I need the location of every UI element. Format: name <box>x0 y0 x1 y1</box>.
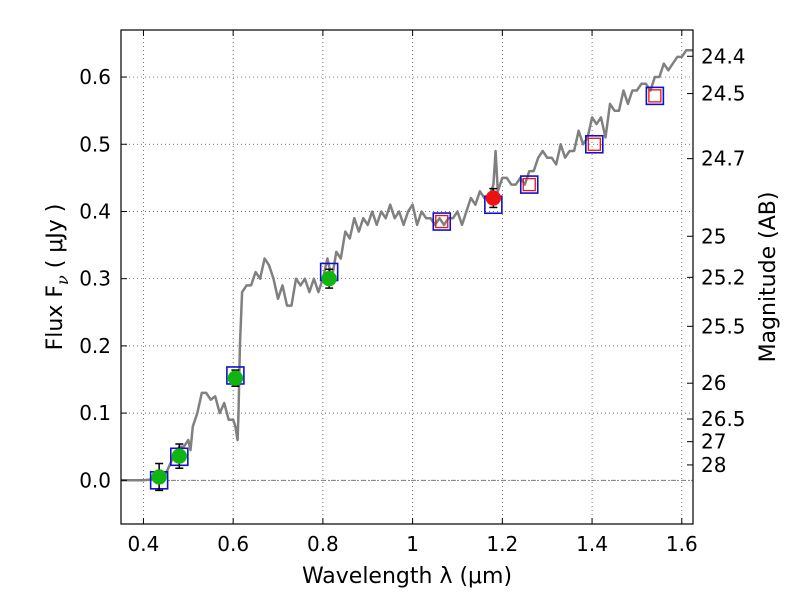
right-tick-label: 28 <box>701 453 726 477</box>
y-tick-label: 0.5 <box>79 132 111 156</box>
y-axis-label-subscript: ν <box>53 275 72 285</box>
y-axis-label: Flux Fν ( μJy ) <box>43 204 72 351</box>
x-tick-label: 1.2 <box>486 532 518 556</box>
plot-frame <box>120 29 694 525</box>
right-tick-label: 25 <box>701 224 726 248</box>
y-tick-label: 0.3 <box>79 267 111 291</box>
data-point <box>485 190 502 206</box>
y-tick-label: 0.2 <box>79 334 111 358</box>
model-flux-square <box>645 86 665 106</box>
x-tick-label: 0.4 <box>128 532 160 556</box>
y-tick-label: 0.1 <box>79 401 111 425</box>
y-tick-label: 0.4 <box>79 199 111 223</box>
x-tick-label: 1.6 <box>666 532 698 556</box>
y-tick-label: 0.0 <box>79 468 111 492</box>
grid <box>121 30 693 524</box>
model-flux-square <box>648 89 662 103</box>
right-tick-label: 24.5 <box>701 82 746 106</box>
x-tick-label: 0.8 <box>307 532 339 556</box>
model-flux-square <box>519 175 539 194</box>
y-tick-label: 0.6 <box>79 65 111 89</box>
right-tick-label: 24.7 <box>701 147 746 171</box>
right-tick-label: 25.2 <box>701 265 746 289</box>
x-tick-label: 1.4 <box>576 532 608 556</box>
right-tick-label: 25.5 <box>701 314 746 338</box>
model-flux-square <box>522 177 536 192</box>
x-tick-label: 0.6 <box>217 532 249 556</box>
data-point <box>227 370 244 386</box>
right-axis-label: Magnitude (AB) <box>756 192 781 363</box>
x-axis-label: Wavelength λ (μm) <box>302 564 512 589</box>
y-axis-label-unit: ( μJy ) <box>43 204 68 276</box>
y-axis-label-text: Flux F <box>43 285 68 350</box>
data-point <box>151 469 167 485</box>
model-flux-square <box>432 212 452 231</box>
model-spectrum-layer <box>121 48 693 482</box>
right-tick-label: 26.5 <box>701 407 746 431</box>
model-flux-square <box>585 134 604 154</box>
model-flux-square <box>435 214 449 229</box>
right-tick-label: 27 <box>701 430 726 454</box>
model-flux-square <box>587 137 601 151</box>
right-tick-label: 26 <box>701 371 726 395</box>
data-point <box>321 270 337 287</box>
ticks: 0.4 0.6 0.8 1 1.2 1.4 1.6 0.0 0.1 0.2 0.3 0.4 0.5 0.6… <box>79 30 746 556</box>
model-spectrum-line <box>121 48 693 482</box>
right-tick-label: 24.4 <box>701 44 746 68</box>
data-point <box>171 448 188 464</box>
markers-layer <box>149 86 665 492</box>
x-tick-label: 1 <box>406 532 419 556</box>
